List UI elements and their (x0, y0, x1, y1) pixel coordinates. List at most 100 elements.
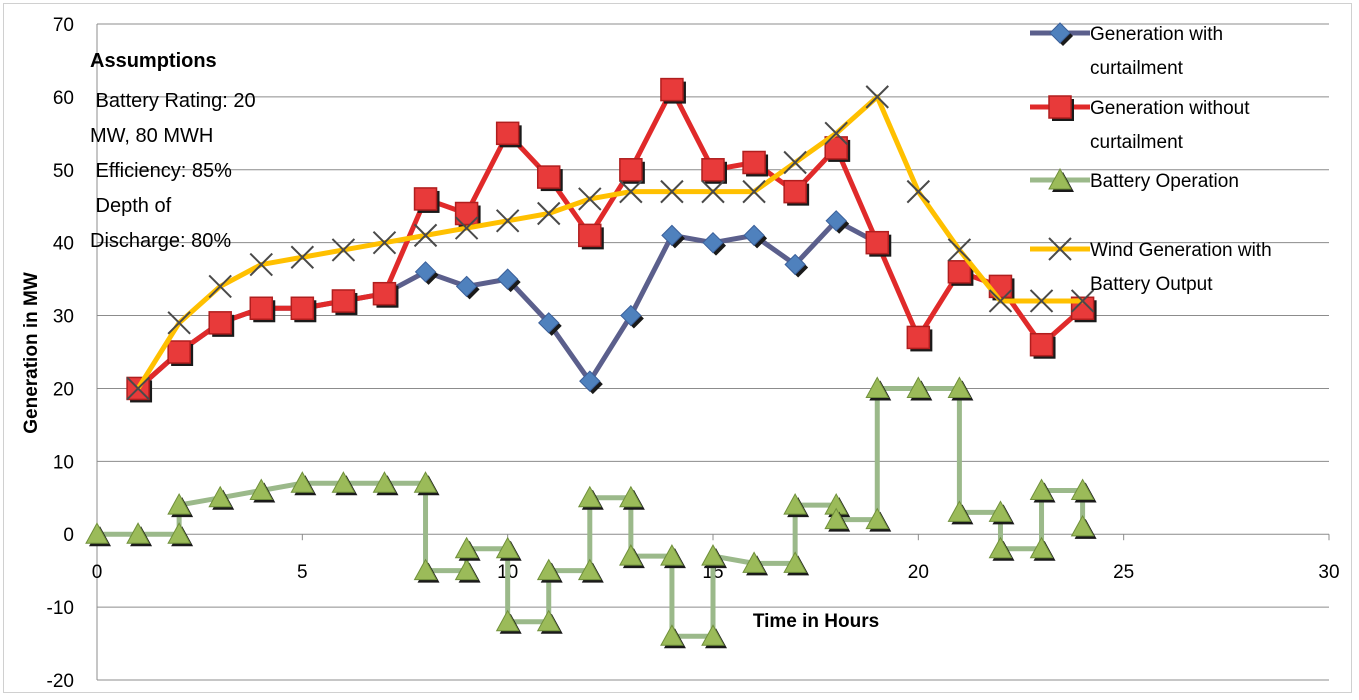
y-tick-label: 40 (53, 234, 74, 255)
data-point (783, 551, 807, 573)
series-triangle (85, 376, 1097, 649)
legend-item: Wind Generation with Battery Output (1030, 237, 1272, 295)
data-point (331, 289, 356, 313)
data-point (454, 536, 479, 559)
data-point (290, 471, 315, 493)
data-point (495, 121, 520, 146)
note-line: Efficiency: 85% (90, 160, 232, 182)
data-point (538, 312, 560, 334)
data-point (413, 558, 438, 581)
data-point (167, 340, 191, 364)
data-point (536, 558, 561, 581)
note-line: Discharge: 80% (90, 230, 231, 252)
data-point (331, 238, 356, 262)
data-point (413, 471, 438, 493)
data-point (1048, 95, 1072, 119)
data-point (988, 289, 1013, 313)
data-point (660, 77, 684, 102)
x-axis-title: Time in Hours (753, 611, 879, 632)
data-point (1048, 237, 1072, 261)
y-tick-label: 0 (63, 525, 74, 546)
data-point (454, 201, 479, 226)
y-tick-label: 70 (53, 15, 74, 36)
data-point (414, 261, 437, 283)
series-line (136, 87, 1085, 391)
y-tick-label: -10 (47, 598, 74, 619)
data-point (167, 311, 191, 335)
data-point (290, 245, 315, 269)
data-point (413, 223, 438, 248)
data-point (372, 230, 397, 255)
data-point (290, 296, 315, 321)
data-point (495, 536, 520, 559)
series-x (126, 85, 1095, 401)
data-point (947, 238, 972, 262)
data-point (660, 544, 684, 566)
data-point (824, 136, 848, 160)
data-point (865, 507, 890, 530)
legend-item: Battery Operation (1030, 167, 1239, 192)
legend-label: Generation with (1090, 24, 1223, 45)
y-tick-label: 30 (53, 307, 74, 328)
legend-label: curtailment (1090, 58, 1184, 79)
series-layer (85, 77, 1097, 649)
data-point (660, 624, 684, 646)
data-point (413, 187, 438, 211)
data-point (865, 376, 890, 398)
data-point (619, 158, 643, 182)
data-point (1048, 167, 1072, 190)
series-diamond (127, 210, 891, 402)
data-point (167, 493, 191, 515)
legend-item: Generation with curtailment (1030, 22, 1223, 79)
data-point (988, 500, 1013, 522)
data-point (742, 551, 766, 573)
grid-lines (96, 23, 1330, 681)
legend-label: Wind Generation with (1090, 240, 1272, 261)
legend-label: Battery Output (1090, 274, 1213, 295)
data-point (1070, 289, 1095, 313)
y-tick-label: 60 (53, 88, 74, 109)
data-point (701, 179, 725, 204)
data-point (536, 165, 561, 189)
data-point (536, 609, 561, 632)
data-point (249, 252, 273, 277)
data-point (85, 522, 109, 544)
legend-item: Generation without curtailment (1030, 95, 1250, 153)
data-point (126, 376, 150, 401)
data-point (825, 210, 847, 232)
data-point (701, 624, 725, 646)
y-tick-label: -20 (47, 671, 74, 692)
data-point (783, 493, 807, 515)
data-point (496, 268, 519, 290)
data-point (865, 230, 890, 255)
y-axis-title: Generation in MW (21, 272, 42, 434)
data-point (743, 224, 765, 247)
data-point (578, 187, 602, 211)
x-tick-label: 25 (1113, 562, 1134, 583)
assumptions-note: Assumptions Battery Rating: 20 MW, 80 MWH… (90, 50, 256, 252)
y-tick-label: 10 (53, 452, 74, 473)
data-point (1029, 536, 1054, 559)
data-point (208, 485, 233, 508)
x-tick-label: 5 (297, 562, 308, 583)
data-point (578, 223, 602, 248)
data-point (126, 522, 150, 544)
data-point (619, 544, 643, 566)
data-point (865, 85, 889, 109)
data-point (947, 376, 972, 398)
series-line (136, 218, 879, 391)
data-point (579, 370, 601, 392)
x-tick-label: 30 (1318, 562, 1339, 583)
legend-label: Battery Operation (1090, 171, 1239, 192)
data-point (495, 209, 520, 233)
note-title: Assumptions (90, 50, 217, 72)
legend-label: curtailment (1090, 132, 1184, 153)
data-point (660, 179, 684, 204)
data-point (208, 311, 232, 335)
data-point (454, 216, 479, 240)
data-point (661, 224, 683, 247)
data-point (742, 150, 766, 175)
data-point (988, 536, 1013, 559)
